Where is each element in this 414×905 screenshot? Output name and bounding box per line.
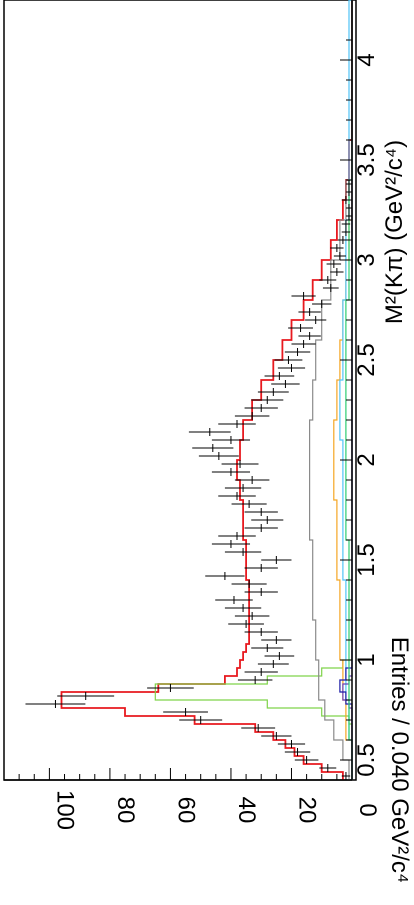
x-tick-label: 1 — [353, 653, 380, 666]
data-point — [264, 372, 295, 380]
data-point — [211, 436, 251, 444]
y-tick-label: 80 — [112, 797, 139, 824]
x-tick-label: 4 — [353, 53, 380, 66]
data-point — [251, 516, 284, 524]
data-point — [261, 636, 292, 644]
fit-components — [60, 0, 353, 780]
data-point — [305, 316, 327, 324]
data-point — [244, 628, 278, 636]
y-tick-label: 60 — [172, 797, 199, 824]
data-point — [224, 548, 262, 556]
data-point — [234, 612, 270, 620]
y-axis: 0 20 40 60 80 100 — [4, 768, 381, 830]
data-point — [333, 252, 346, 260]
data-point — [322, 284, 339, 292]
data-point — [341, 772, 351, 780]
data-point — [241, 724, 276, 732]
data-point — [244, 508, 278, 516]
data-point — [205, 572, 245, 580]
data-point — [257, 660, 289, 668]
x-axis-title: M²(Kπ) (GeV²/c⁴) — [381, 140, 408, 324]
data-point — [261, 732, 292, 740]
x-tick-label: 1.5 — [353, 543, 380, 576]
data-point — [198, 452, 239, 460]
data-point — [330, 268, 344, 276]
data-point — [179, 716, 223, 724]
data-point — [244, 564, 278, 572]
data-point — [345, 212, 352, 220]
data-point — [284, 748, 311, 756]
data-point — [341, 228, 351, 236]
x-tick-label: 3 — [353, 253, 380, 266]
y-tick-label: 100 — [51, 790, 78, 830]
data-point — [221, 460, 259, 468]
x-tick-label: 0.5 — [353, 743, 380, 776]
data-point — [215, 596, 253, 604]
data-point — [218, 420, 256, 428]
data-points — [25, 180, 352, 780]
fit-component-curve — [60, 0, 353, 780]
data-point — [341, 220, 351, 228]
y-tick-label: 20 — [293, 797, 320, 824]
data-point — [319, 276, 337, 284]
data-point — [192, 444, 234, 452]
data-point — [218, 532, 256, 540]
x-tick-label: 3.5 — [353, 143, 380, 176]
data-point — [330, 244, 344, 252]
data-point — [224, 604, 262, 612]
data-point — [231, 580, 267, 588]
data-point — [234, 412, 270, 420]
data-point — [251, 396, 284, 404]
data-point — [319, 764, 337, 772]
data-point — [211, 468, 251, 476]
data-point — [25, 700, 86, 708]
plot-frame — [3, 0, 357, 781]
fit-component-curve — [154, 0, 353, 780]
data-point — [345, 204, 352, 212]
data-point — [211, 540, 251, 548]
data-point — [244, 668, 278, 676]
fit-component-curve — [342, 0, 353, 780]
data-point — [298, 332, 321, 340]
data-point — [271, 380, 300, 388]
data-point — [231, 500, 267, 508]
data-point — [228, 620, 264, 628]
data-point — [234, 476, 270, 484]
data-point — [345, 180, 352, 188]
data-point — [312, 300, 332, 308]
data-point — [244, 588, 278, 596]
data-point — [57, 692, 115, 700]
data-point — [288, 324, 313, 332]
x-tick-label: 2.5 — [353, 343, 380, 376]
y-axis-title: Entries / 0.040 GeV²/c⁴ — [386, 637, 413, 883]
data-point — [274, 356, 303, 364]
data-point — [218, 492, 256, 500]
data-point — [277, 364, 306, 372]
data-point — [257, 388, 289, 396]
x-axis: 0.5 1 1.5 2 2.5 3 3.5 4 — [340, 0, 380, 780]
data-point — [224, 484, 262, 492]
data-point — [237, 676, 273, 684]
data-point — [264, 652, 295, 660]
data-point — [284, 348, 311, 356]
data-point — [345, 188, 352, 196]
x-tick-label: 2 — [353, 453, 380, 466]
fit-component-curve — [309, 0, 353, 780]
data-point — [277, 740, 306, 748]
data-point — [251, 644, 284, 652]
data-point — [188, 428, 231, 436]
y-tick-label: 0 — [354, 803, 381, 816]
data-point — [261, 556, 292, 564]
data-point — [163, 708, 208, 716]
data-point — [244, 404, 278, 412]
data-point — [244, 524, 278, 532]
y-tick-label: 40 — [233, 797, 260, 824]
data-point — [326, 260, 342, 268]
data-point — [147, 684, 194, 692]
data-point — [291, 292, 316, 300]
data-point — [294, 756, 319, 764]
data-point — [291, 340, 316, 348]
data-point — [298, 308, 321, 316]
